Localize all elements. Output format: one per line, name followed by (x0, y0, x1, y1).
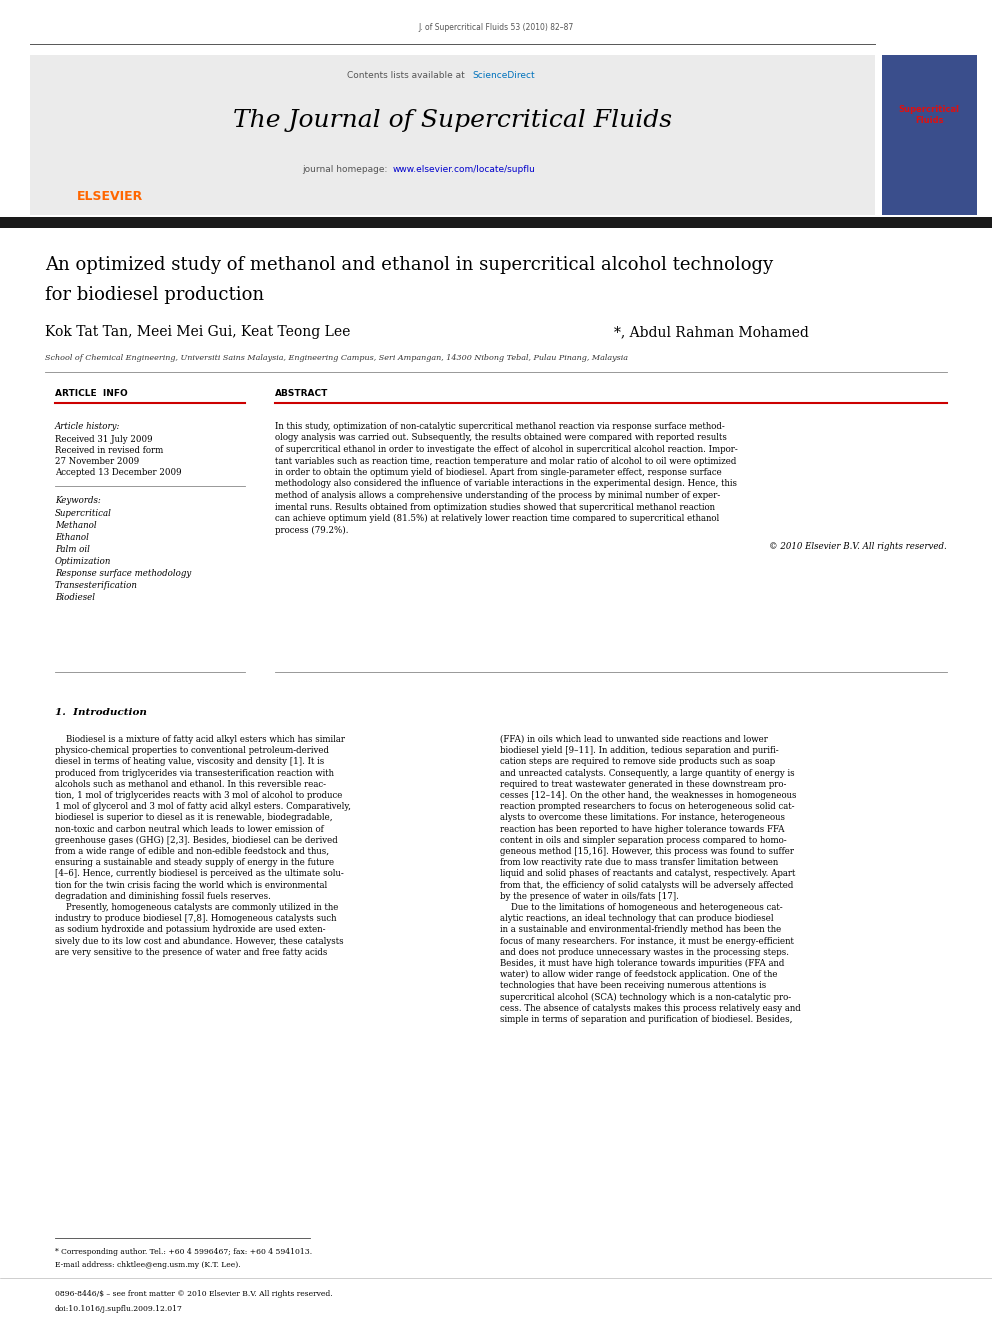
Text: Accepted 13 December 2009: Accepted 13 December 2009 (55, 468, 182, 478)
Text: biodiesel yield [9–11]. In addition, tedious separation and purifi-: biodiesel yield [9–11]. In addition, ted… (500, 746, 779, 755)
Text: liquid and solid phases of reactants and catalyst, respectively. Apart: liquid and solid phases of reactants and… (500, 869, 796, 878)
Text: alysts to overcome these limitations. For instance, heterogeneous: alysts to overcome these limitations. Fo… (500, 814, 785, 823)
Text: method of analysis allows a comprehensive understanding of the process by minima: method of analysis allows a comprehensiv… (275, 491, 720, 500)
Text: 1.  Introduction: 1. Introduction (55, 708, 147, 717)
Text: ensuring a sustainable and steady supply of energy in the future: ensuring a sustainable and steady supply… (55, 859, 334, 867)
Text: Ethanol: Ethanol (55, 533, 89, 542)
Text: of supercritical ethanol in order to investigate the effect of alcohol in superc: of supercritical ethanol in order to inv… (275, 445, 738, 454)
Text: cess. The absence of catalysts makes this process relatively easy and: cess. The absence of catalysts makes thi… (500, 1004, 801, 1013)
Text: greenhouse gases (GHG) [2,3]. Besides, biodiesel can be derived: greenhouse gases (GHG) [2,3]. Besides, b… (55, 836, 337, 845)
Text: The Journal of Supercritical Fluids: The Journal of Supercritical Fluids (233, 108, 673, 131)
FancyBboxPatch shape (882, 56, 977, 216)
Text: simple in terms of separation and purification of biodiesel. Besides,: simple in terms of separation and purifi… (500, 1015, 793, 1024)
Text: Contents lists available at: Contents lists available at (347, 70, 468, 79)
Text: *, Abdul Rahman Mohamed: *, Abdul Rahman Mohamed (614, 325, 808, 339)
Text: Kok Tat Tan, Meei Mei Gui, Keat Teong Lee: Kok Tat Tan, Meei Mei Gui, Keat Teong Le… (45, 325, 350, 339)
Text: by the presence of water in oils/fats [17].: by the presence of water in oils/fats [1… (500, 892, 679, 901)
Text: can achieve optimum yield (81.5%) at relatively lower reaction time compared to : can achieve optimum yield (81.5%) at rel… (275, 515, 719, 523)
Text: cesses [12–14]. On the other hand, the weaknesses in homogeneous: cesses [12–14]. On the other hand, the w… (500, 791, 797, 800)
Text: Methanol: Methanol (55, 521, 96, 531)
Text: In this study, optimization of non-catalytic supercritical methanol reaction via: In this study, optimization of non-catal… (275, 422, 725, 431)
Text: Besides, it must have high tolerance towards impurities (FFA and: Besides, it must have high tolerance tow… (500, 959, 785, 968)
Text: in order to obtain the optimum yield of biodiesel. Apart from single-parameter e: in order to obtain the optimum yield of … (275, 468, 722, 478)
Text: content in oils and simpler separation process compared to homo-: content in oils and simpler separation p… (500, 836, 787, 845)
Text: Biodiesel is a mixture of fatty acid alkyl esters which has similar: Biodiesel is a mixture of fatty acid alk… (55, 736, 345, 744)
Text: in a sustainable and environmental-friendly method has been the: in a sustainable and environmental-frien… (500, 925, 782, 934)
Text: ology analysis was carried out. Subsequently, the results obtained were compared: ology analysis was carried out. Subseque… (275, 434, 727, 442)
Text: Article history:: Article history: (55, 422, 120, 431)
Text: process (79.2%).: process (79.2%). (275, 525, 348, 534)
Text: tion for the twin crisis facing the world which is environmental: tion for the twin crisis facing the worl… (55, 881, 327, 889)
Text: Due to the limitations of homogeneous and heterogeneous cat-: Due to the limitations of homogeneous an… (500, 904, 783, 912)
FancyBboxPatch shape (0, 217, 992, 228)
Text: Optimization: Optimization (55, 557, 111, 566)
Text: from that, the efficiency of solid catalysts will be adversely affected: from that, the efficiency of solid catal… (500, 881, 794, 889)
Text: An optimized study of methanol and ethanol in supercritical alcohol technology: An optimized study of methanol and ethan… (45, 255, 773, 274)
Text: produced from triglycerides via transesterification reaction with: produced from triglycerides via transest… (55, 769, 334, 778)
Text: Supercritical: Supercritical (55, 509, 112, 519)
Text: imental runs. Results obtained from optimization studies showed that supercritic: imental runs. Results obtained from opti… (275, 503, 715, 512)
Text: from a wide range of edible and non-edible feedstock and thus,: from a wide range of edible and non-edib… (55, 847, 329, 856)
Text: © 2010 Elsevier B.V. All rights reserved.: © 2010 Elsevier B.V. All rights reserved… (769, 542, 947, 550)
Text: Keywords:: Keywords: (55, 496, 101, 505)
Text: focus of many researchers. For instance, it must be energy-efficient: focus of many researchers. For instance,… (500, 937, 794, 946)
Text: from low reactivity rate due to mass transfer limitation between: from low reactivity rate due to mass tra… (500, 859, 779, 867)
Text: industry to produce biodiesel [7,8]. Homogeneous catalysts such: industry to produce biodiesel [7,8]. Hom… (55, 914, 336, 923)
Text: E-mail address: chktlee@eng.usm.my (K.T. Lee).: E-mail address: chktlee@eng.usm.my (K.T.… (55, 1261, 241, 1269)
Text: for biodiesel production: for biodiesel production (45, 286, 264, 304)
Text: Biodiesel: Biodiesel (55, 593, 95, 602)
Text: 27 November 2009: 27 November 2009 (55, 456, 139, 466)
Text: alcohols such as methanol and ethanol. In this reversible reac-: alcohols such as methanol and ethanol. I… (55, 779, 326, 789)
Text: Received in revised form: Received in revised form (55, 446, 164, 455)
Text: are very sensitive to the presence of water and free fatty acids: are very sensitive to the presence of wa… (55, 947, 327, 957)
Text: non-toxic and carbon neutral which leads to lower emission of: non-toxic and carbon neutral which leads… (55, 824, 323, 833)
Text: 0896-8446/$ – see front matter © 2010 Elsevier B.V. All rights reserved.: 0896-8446/$ – see front matter © 2010 El… (55, 1290, 332, 1298)
Text: tion, 1 mol of triglycerides reacts with 3 mol of alcohol to produce: tion, 1 mol of triglycerides reacts with… (55, 791, 342, 800)
Text: Received 31 July 2009: Received 31 July 2009 (55, 435, 153, 445)
Text: tant variables such as reaction time, reaction temperature and molar ratio of al: tant variables such as reaction time, re… (275, 456, 736, 466)
Text: geneous method [15,16]. However, this process was found to suffer: geneous method [15,16]. However, this pr… (500, 847, 794, 856)
Text: 1 mol of glycerol and 3 mol of fatty acid alkyl esters. Comparatively,: 1 mol of glycerol and 3 mol of fatty aci… (55, 802, 351, 811)
Text: ScienceDirect: ScienceDirect (472, 70, 535, 79)
Text: Supercritical
Fluids: Supercritical Fluids (899, 106, 959, 124)
Text: doi:10.1016/j.supflu.2009.12.017: doi:10.1016/j.supflu.2009.12.017 (55, 1304, 183, 1312)
Text: water) to allow wider range of feedstock application. One of the: water) to allow wider range of feedstock… (500, 970, 778, 979)
Text: ELSEVIER: ELSEVIER (76, 191, 143, 204)
Text: www.elsevier.com/locate/supflu: www.elsevier.com/locate/supflu (393, 165, 536, 175)
Text: (FFA) in oils which lead to unwanted side reactions and lower: (FFA) in oils which lead to unwanted sid… (500, 736, 768, 744)
Text: alytic reactions, an ideal technology that can produce biodiesel: alytic reactions, an ideal technology th… (500, 914, 774, 923)
Text: ARTICLE  INFO: ARTICLE INFO (55, 389, 128, 397)
Text: Kok Tat Tan, Meei Mei Gui, Keat Teong Lee*, Abdul Rahman Mohamed: Kok Tat Tan, Meei Mei Gui, Keat Teong Le… (45, 325, 546, 339)
Text: ABSTRACT: ABSTRACT (275, 389, 328, 397)
Text: cation steps are required to remove side products such as soap: cation steps are required to remove side… (500, 757, 775, 766)
Text: [4–6]. Hence, currently biodiesel is perceived as the ultimate solu-: [4–6]. Hence, currently biodiesel is per… (55, 869, 344, 878)
Text: School of Chemical Engineering, Universiti Sains Malaysia, Engineering Campus, S: School of Chemical Engineering, Universi… (45, 355, 628, 363)
Text: methodology also considered the influence of variable interactions in the experi: methodology also considered the influenc… (275, 479, 737, 488)
Text: as sodium hydroxide and potassium hydroxide are used exten-: as sodium hydroxide and potassium hydrox… (55, 925, 325, 934)
Text: and unreacted catalysts. Consequently, a large quantity of energy is: and unreacted catalysts. Consequently, a… (500, 769, 795, 778)
Text: diesel in terms of heating value, viscosity and density [1]. It is: diesel in terms of heating value, viscos… (55, 757, 324, 766)
Text: Response surface methodology: Response surface methodology (55, 569, 191, 578)
Text: sively due to its low cost and abundance. However, these catalysts: sively due to its low cost and abundance… (55, 937, 343, 946)
Text: degradation and diminishing fossil fuels reserves.: degradation and diminishing fossil fuels… (55, 892, 271, 901)
Text: biodiesel is superior to diesel as it is renewable, biodegradable,: biodiesel is superior to diesel as it is… (55, 814, 332, 823)
Text: Palm oil: Palm oil (55, 545, 90, 554)
Text: required to treat wastewater generated in these downstream pro-: required to treat wastewater generated i… (500, 779, 787, 789)
Text: reaction has been reported to have higher tolerance towards FFA: reaction has been reported to have highe… (500, 824, 785, 833)
Text: * Corresponding author. Tel.: +60 4 5996467; fax: +60 4 5941013.: * Corresponding author. Tel.: +60 4 5996… (55, 1248, 312, 1256)
Text: Presently, homogeneous catalysts are commonly utilized in the: Presently, homogeneous catalysts are com… (55, 904, 338, 912)
Text: physico-chemical properties to conventional petroleum-derived: physico-chemical properties to conventio… (55, 746, 329, 755)
Text: reaction prompted researchers to focus on heterogeneous solid cat-: reaction prompted researchers to focus o… (500, 802, 795, 811)
Text: J. of Supercritical Fluids 53 (2010) 82–87: J. of Supercritical Fluids 53 (2010) 82–… (419, 24, 573, 33)
Text: and does not produce unnecessary wastes in the processing steps.: and does not produce unnecessary wastes … (500, 947, 789, 957)
Text: journal homepage:: journal homepage: (302, 165, 390, 175)
FancyBboxPatch shape (30, 56, 875, 216)
Text: technologies that have been receiving numerous attentions is: technologies that have been receiving nu… (500, 982, 766, 991)
Text: Transesterification: Transesterification (55, 581, 138, 590)
Text: supercritical alcohol (SCA) technology which is a non-catalytic pro-: supercritical alcohol (SCA) technology w… (500, 992, 792, 1002)
